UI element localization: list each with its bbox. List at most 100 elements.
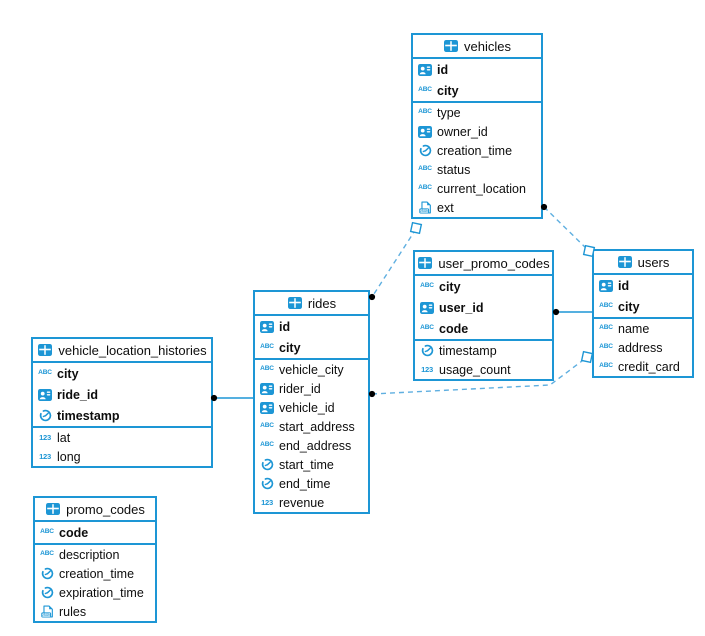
- column-name: city: [618, 299, 640, 314]
- column-name: vehicle_id: [279, 400, 335, 415]
- table-header[interactable]: promo_codes: [35, 498, 155, 522]
- text-type-icon: ABC: [417, 84, 433, 98]
- column-row-ride_id[interactable]: ride_id: [33, 384, 211, 405]
- table-users[interactable]: users id ABC city ABC name ABC address ABC credit…: [592, 249, 694, 378]
- column-row-code[interactable]: ABC code: [415, 318, 552, 339]
- column-row-id[interactable]: id: [413, 59, 541, 80]
- column-row-credit_card[interactable]: ABC credit_card: [594, 357, 692, 376]
- column-row-id[interactable]: id: [255, 316, 368, 337]
- column-name: name: [618, 321, 650, 336]
- column-row-type[interactable]: ABC type: [413, 103, 541, 122]
- column-row-rider_id[interactable]: rider_id: [255, 379, 368, 398]
- id-card-icon: [417, 125, 433, 139]
- column-row-id[interactable]: id: [594, 275, 692, 296]
- column-name: rules: [59, 604, 87, 619]
- column-name: start_address: [279, 419, 355, 434]
- column-row-lat[interactable]: 123 lat: [33, 428, 211, 447]
- table-header[interactable]: users: [594, 251, 692, 275]
- id-card-icon: [259, 401, 275, 415]
- column-row-creation_time[interactable]: creation_time: [35, 564, 155, 583]
- table-header[interactable]: rides: [255, 292, 368, 316]
- table-user_promo_codes[interactable]: user_promo_codes ABC city user_id ABC code tim…: [413, 250, 554, 381]
- table-rides[interactable]: rides id ABC city ABC vehicle_city rider_id veh…: [253, 290, 370, 514]
- text-type-glyph: ABC: [418, 108, 432, 116]
- column-row-user_id[interactable]: user_id: [415, 297, 552, 318]
- relation-line-vehicles-users[interactable]: [543, 206, 590, 252]
- relation-line-rides-users[interactable]: [371, 357, 587, 395]
- key-columns-section: ABC code: [35, 522, 155, 543]
- column-row-city[interactable]: ABC city: [413, 80, 541, 101]
- column-row-end_time[interactable]: end_time: [255, 474, 368, 493]
- column-row-end_address[interactable]: ABC end_address: [255, 436, 368, 455]
- column-row-ext[interactable]: JSON ext: [413, 198, 541, 217]
- table-name: vehicle_location_histories: [58, 342, 207, 358]
- number-type-icon: 123: [419, 363, 435, 377]
- column-name: type: [437, 105, 461, 120]
- column-row-start_address[interactable]: ABC start_address: [255, 417, 368, 436]
- column-row-address[interactable]: ABC address: [594, 338, 692, 357]
- table-name: promo_codes: [66, 501, 145, 517]
- table-promo_codes[interactable]: promo_codes ABC code ABC description creation…: [33, 496, 157, 623]
- column-row-vehicle_id[interactable]: vehicle_id: [255, 398, 368, 417]
- number-type-glyph: 123: [39, 451, 51, 461]
- column-row-long[interactable]: 123 long: [33, 447, 211, 466]
- id-card-icon: [419, 301, 435, 315]
- columns-section: ABC description creation_time expiration_ti…: [35, 543, 155, 621]
- columns-section: ABC name ABC address ABC credit_card: [594, 317, 692, 376]
- column-row-expiration_time[interactable]: expiration_time: [35, 583, 155, 602]
- text-type-glyph: ABC: [420, 324, 434, 332]
- text-type-icon: ABC: [419, 322, 435, 336]
- column-name: city: [279, 340, 301, 355]
- id-card-icon: [598, 279, 614, 293]
- column-row-city[interactable]: ABC city: [415, 276, 552, 297]
- text-type-icon: ABC: [417, 163, 433, 177]
- relation-line-vehicles-rides[interactable]: [371, 228, 417, 298]
- svg-text:JSON: JSON: [419, 209, 429, 213]
- column-name: code: [439, 321, 469, 336]
- column-row-status[interactable]: ABC status: [413, 160, 541, 179]
- column-row-revenue[interactable]: 123 revenue: [255, 493, 368, 512]
- text-type-glyph: ABC: [418, 165, 432, 173]
- text-type-icon: ABC: [598, 341, 614, 355]
- column-row-creation_time[interactable]: creation_time: [413, 141, 541, 160]
- table-header[interactable]: vehicle_location_histories: [33, 339, 211, 363]
- text-type-glyph: ABC: [599, 362, 613, 370]
- column-row-city[interactable]: ABC city: [255, 337, 368, 358]
- column-name: credit_card: [618, 359, 680, 374]
- table-header[interactable]: user_promo_codes: [415, 252, 552, 276]
- text-type-glyph: ABC: [260, 365, 274, 373]
- datetime-icon: [419, 344, 435, 358]
- column-name: timestamp: [57, 408, 120, 423]
- text-type-glyph: ABC: [418, 184, 432, 192]
- text-type-icon: ABC: [417, 106, 433, 120]
- column-row-city[interactable]: ABC city: [33, 363, 211, 384]
- column-row-timestamp[interactable]: timestamp: [33, 405, 211, 426]
- table-vehicle_location_histories[interactable]: vehicle_location_histories ABC city ride_id…: [31, 337, 213, 468]
- column-row-owner_id[interactable]: owner_id: [413, 122, 541, 141]
- column-name: city: [57, 366, 79, 381]
- number-type-icon: 123: [259, 496, 275, 510]
- text-type-icon: ABC: [37, 367, 53, 381]
- column-name: creation_time: [59, 566, 135, 581]
- column-name: id: [279, 319, 291, 334]
- column-row-rules[interactable]: JSON rules: [35, 602, 155, 621]
- column-row-description[interactable]: ABC description: [35, 545, 155, 564]
- column-row-code[interactable]: ABC code: [35, 522, 155, 543]
- column-row-start_time[interactable]: start_time: [255, 455, 368, 474]
- column-row-usage_count[interactable]: 123 usage_count: [415, 360, 552, 379]
- column-name: timestamp: [439, 343, 497, 358]
- column-row-timestamp[interactable]: timestamp: [415, 341, 552, 360]
- column-name: revenue: [279, 495, 325, 510]
- column-name: code: [59, 525, 89, 540]
- table-vehicles[interactable]: vehicles id ABC city ABC type owner_id creation…: [411, 33, 543, 219]
- column-name: user_id: [439, 300, 484, 315]
- column-row-name[interactable]: ABC name: [594, 319, 692, 338]
- number-type-glyph: 123: [421, 364, 433, 374]
- text-type-icon: ABC: [259, 439, 275, 453]
- table-header[interactable]: vehicles: [413, 35, 541, 59]
- id-card-icon: [417, 63, 433, 77]
- column-row-city[interactable]: ABC city: [594, 296, 692, 317]
- column-row-vehicle_city[interactable]: ABC vehicle_city: [255, 360, 368, 379]
- datetime-icon: [39, 586, 55, 600]
- column-row-current_location[interactable]: ABC current_location: [413, 179, 541, 198]
